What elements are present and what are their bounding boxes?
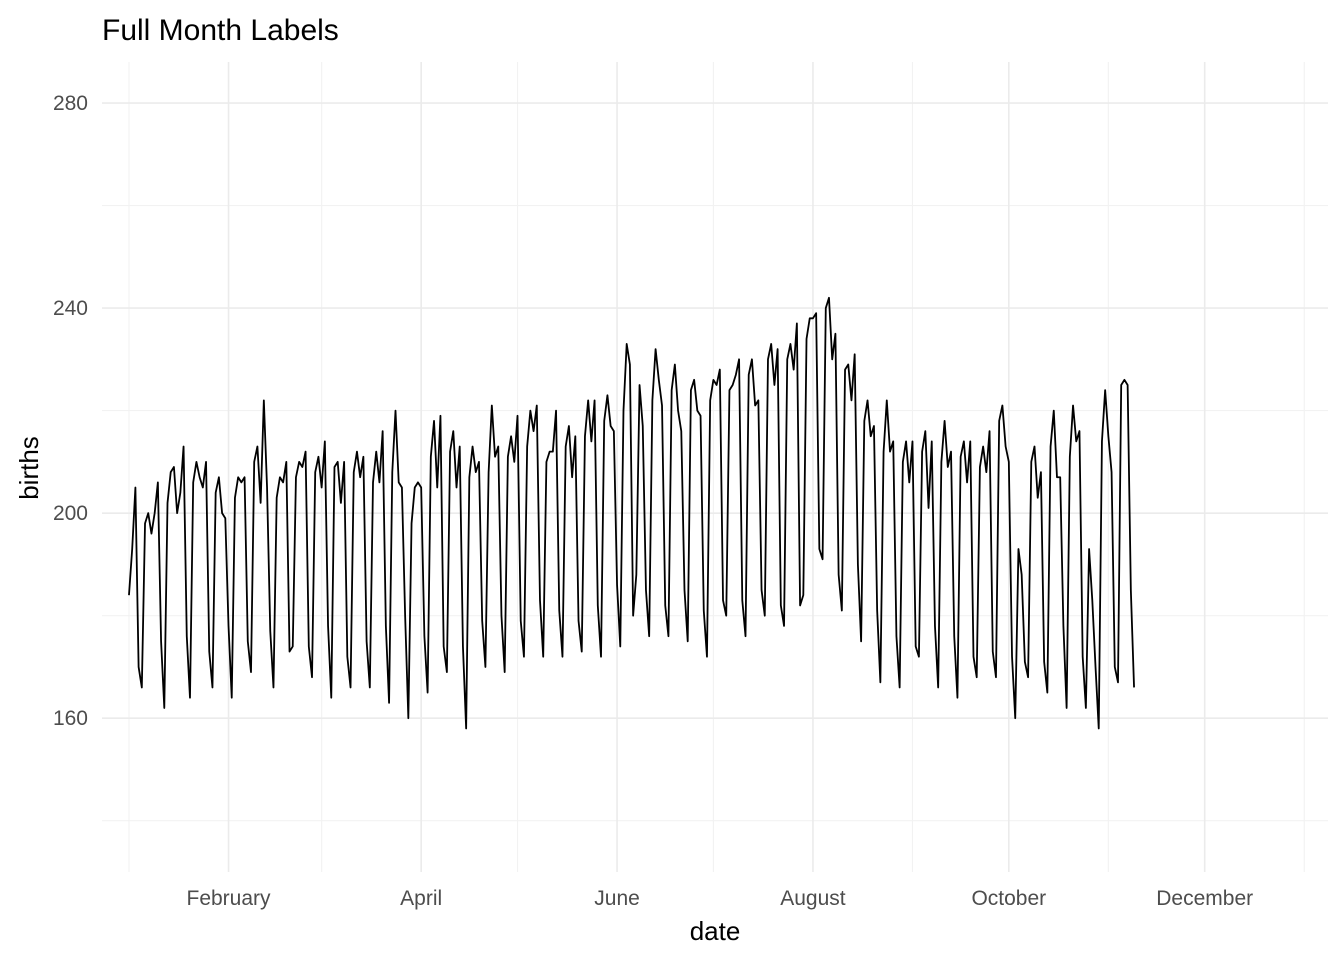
x-tick-label: April — [400, 887, 442, 910]
y-tick-label: 200 — [53, 502, 88, 525]
x-tick-label: June — [594, 887, 640, 910]
y-tick-label: 240 — [53, 297, 88, 320]
x-axis-tick-labels: February April June August October December — [187, 887, 1254, 910]
x-tick-label: February — [187, 887, 272, 910]
y-tick-label: 160 — [53, 707, 88, 730]
x-tick-label: August — [780, 887, 846, 910]
x-tick-label: October — [971, 887, 1046, 910]
y-axis-title: births — [14, 436, 44, 500]
x-axis-title: date — [690, 916, 741, 946]
series-line-births — [128, 296, 1135, 730]
y-tick-label: 280 — [53, 92, 88, 115]
chart-title: Full Month Labels — [102, 14, 339, 47]
x-tick-label: December — [1156, 887, 1253, 910]
major-gridlines — [102, 62, 1328, 872]
y-axis-tick-labels: 160 200 240 280 — [53, 92, 88, 730]
series-layer — [128, 296, 1135, 730]
